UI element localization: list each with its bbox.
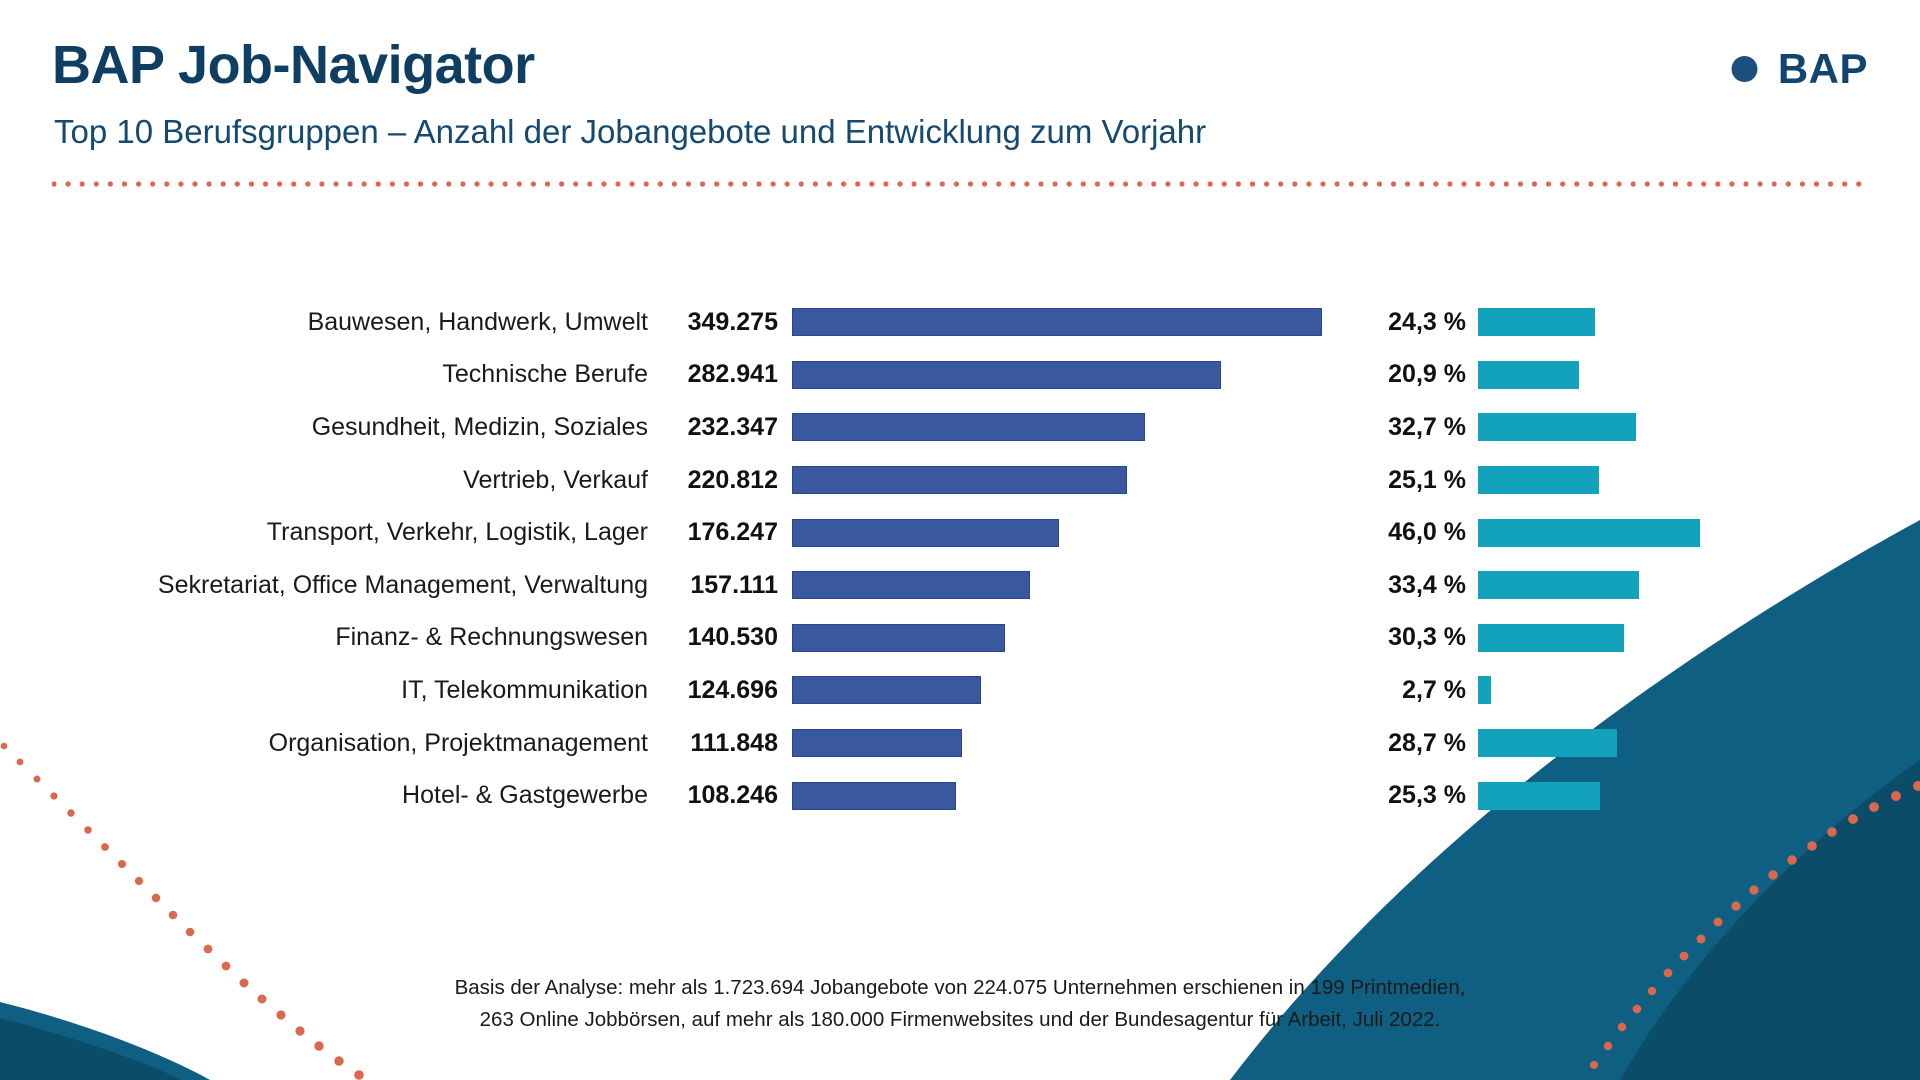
page-subtitle: Top 10 Berufsgruppen – Anzahl der Jobang… [54, 113, 1207, 150]
pct-bar-track [1478, 729, 1738, 758]
count-bar [792, 308, 1322, 337]
category-label: Transport, Verkehr, Logistik, Lager [266, 518, 648, 547]
pct-bar [1478, 413, 1636, 442]
chart-row: IT, Telekommunikation 124.696 2,7 % [0, 664, 1920, 717]
count-value: 108.246 [687, 781, 778, 810]
pct-value: 25,1 % [1388, 465, 1466, 494]
pct-value: 46,0 % [1388, 518, 1466, 547]
count-bar [792, 676, 982, 705]
bap-circle-logo-icon [1711, 45, 1765, 93]
pct-value: 32,7 % [1388, 412, 1466, 441]
pct-bar [1478, 623, 1625, 652]
chart-row: Organisation, Projektmanagement 111.848 28… [0, 717, 1920, 770]
pct-bar [1478, 781, 1601, 810]
count-bar [792, 623, 1006, 652]
category-label: Finanz- & Rechnungswesen [335, 623, 648, 652]
brand-logo-text: BAP [1777, 45, 1868, 92]
pct-bar [1478, 466, 1600, 495]
category-label: Organisation, Projektmanagement [268, 728, 648, 757]
pct-value: 20,9 % [1388, 360, 1466, 389]
brand-logo: BAP [1711, 40, 1868, 98]
category-label: Gesundheit, Medizin, Soziales [311, 412, 648, 441]
chart-row: Finanz- & Rechnungswesen 140.530 30,3 % [0, 612, 1920, 665]
pct-value: 33,4 % [1388, 570, 1466, 599]
pct-bar [1478, 518, 1700, 547]
pct-bar-track [1478, 413, 1738, 442]
count-value: 282.941 [687, 360, 778, 389]
header: BAP Job-Navigator Top 10 Berufsgruppen –… [0, 0, 1920, 200]
pct-value: 28,7 % [1388, 728, 1466, 757]
footer-line-2: 263 Online Jobbörsen, auf mehr als 180.0… [479, 1007, 1441, 1031]
count-value: 232.347 [687, 412, 778, 441]
count-value: 140.530 [687, 623, 778, 652]
chart-row: Sekretariat, Office Management, Verwaltu… [0, 559, 1920, 612]
chart-row: Hotel- & Gastgewerbe 108.246 25,3 % [0, 769, 1920, 822]
pct-bar-track [1478, 571, 1738, 600]
category-label: Technische Berufe [442, 360, 648, 389]
category-label: IT, Telekommunikation [401, 675, 648, 704]
dotted-curve-right [1589, 781, 1920, 1070]
chart-row: Transport, Verkehr, Logistik, Lager 176.2… [0, 506, 1920, 559]
pct-bar-track [1478, 623, 1738, 652]
count-bar-track [792, 518, 1340, 547]
chart-area: Bauwesen, Handwerk, Umwelt 349.275 24,3 % T… [0, 296, 1920, 826]
count-bar [792, 571, 1031, 600]
category-label: Sekretariat, Office Management, Verwaltu… [157, 570, 648, 599]
footer-line-1: Basis der Analyse: mehr als 1.723.694 Jo… [454, 976, 1466, 999]
pct-bar-track [1478, 518, 1738, 547]
count-bar-track [792, 360, 1340, 389]
count-value: 124.696 [687, 675, 778, 704]
count-bar [792, 360, 1222, 389]
dotted-curve-left [0, 742, 364, 1080]
count-bar [792, 413, 1145, 442]
pct-bar [1478, 571, 1640, 600]
count-bar [792, 729, 962, 758]
pct-bar-track [1478, 360, 1738, 389]
count-bar-track [792, 676, 1340, 705]
chart-row: Bauwesen, Handwerk, Umwelt 349.275 24,3 % [0, 296, 1920, 349]
pct-bar [1478, 308, 1596, 337]
count-bar [792, 781, 957, 810]
pct-bar [1478, 360, 1579, 389]
category-label: Bauwesen, Handwerk, Umwelt [307, 307, 648, 336]
count-value: 349.275 [687, 307, 778, 336]
chart-row: Technische Berufe 282.941 20,9 % [0, 349, 1920, 402]
pct-bar-track [1478, 676, 1738, 705]
header-dotted-divider [52, 181, 1862, 187]
pct-value: 2,7 % [1402, 675, 1466, 704]
pct-value: 24,3 % [1388, 307, 1466, 336]
page-title: BAP Job-Navigator [52, 35, 535, 95]
count-bar [792, 518, 1060, 547]
count-bar-track [792, 466, 1340, 495]
count-bar-track [792, 729, 1340, 758]
category-label: Hotel- & Gastgewerbe [402, 781, 648, 810]
pct-bar-track [1478, 781, 1738, 810]
count-bar-track [792, 308, 1340, 337]
count-value: 220.812 [687, 465, 778, 494]
chart-row: Vertrieb, Verkauf 220.812 25,1 % [0, 454, 1920, 507]
footer-note: Basis der Analyse: mehr als 1.723.694 Jo… [0, 972, 1920, 1036]
count-value: 157.111 [690, 570, 778, 599]
pct-bar-track [1478, 466, 1738, 495]
pct-value: 30,3 % [1388, 623, 1466, 652]
count-value: 111.848 [690, 728, 778, 757]
count-bar-track [792, 413, 1340, 442]
pct-bar [1478, 729, 1617, 758]
count-bar-track [792, 781, 1340, 810]
category-label: Vertrieb, Verkauf [463, 465, 648, 494]
count-value: 176.247 [687, 518, 778, 547]
pct-bar [1478, 676, 1491, 705]
pct-bar-track [1478, 308, 1738, 337]
pct-value: 25,3 % [1388, 781, 1466, 810]
count-bar-track [792, 623, 1340, 652]
count-bar-track [792, 571, 1340, 600]
chart-row: Gesundheit, Medizin, Soziales 232.347 32,7… [0, 401, 1920, 454]
count-bar [792, 466, 1128, 495]
